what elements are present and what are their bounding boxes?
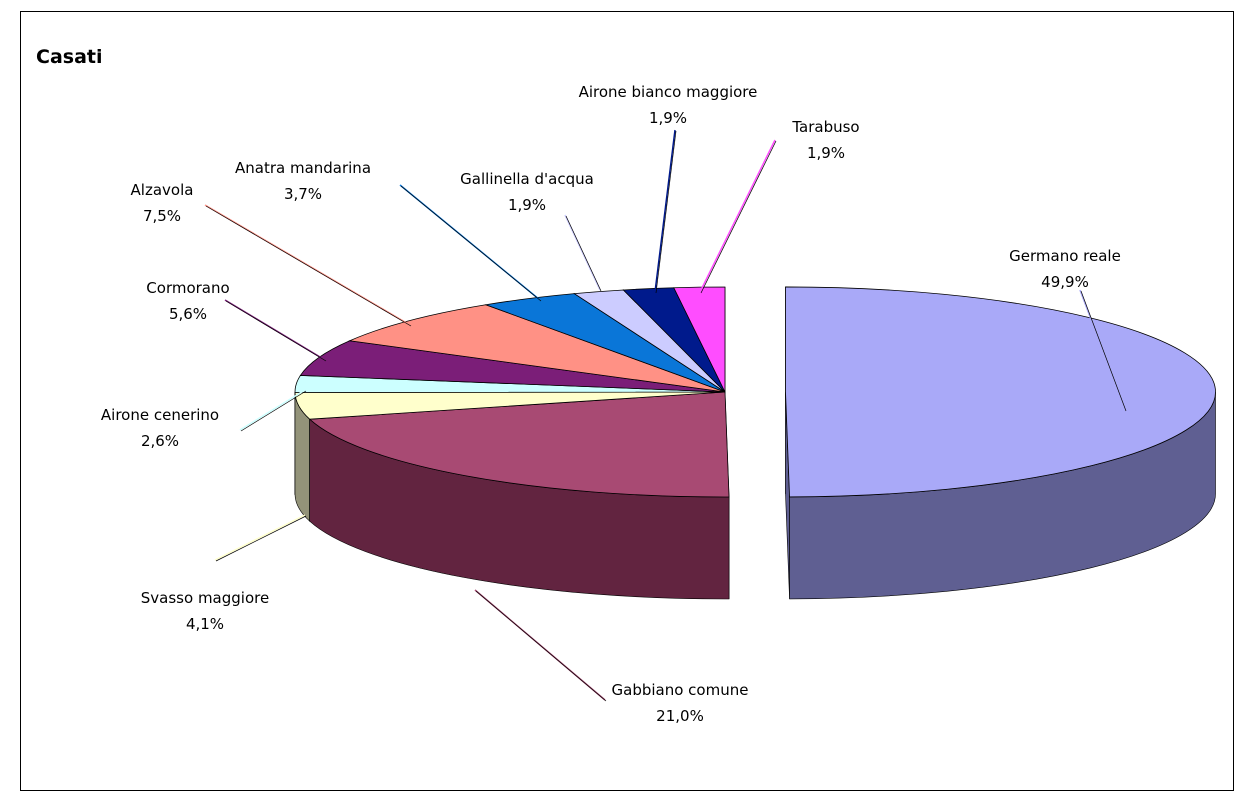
slice-label-8: Airone bianco maggiore: [579, 83, 758, 101]
slice-label-4: Cormorano: [146, 279, 229, 297]
slice-label-0: Germano reale: [1009, 247, 1121, 265]
pie-slice-1: [308, 391, 730, 498]
leader-line-shadow-0: [1080, 290, 1127, 412]
pie-slice-0: [785, 286, 1217, 498]
leader-line-3: [239, 389, 306, 431]
slice-label-2: Svasso maggiore: [141, 589, 269, 607]
slice-label-6: Anatra mandarina: [235, 159, 371, 177]
slice-label-7: Gallinella d'acqua: [460, 170, 594, 188]
slice-value-8: 1,9%: [649, 109, 687, 127]
leader-line-shadow-3: [240, 390, 307, 432]
slice-value-1: 21,0%: [656, 707, 704, 725]
leader-line-shadow-2: [215, 515, 307, 562]
pie-slice-4: [299, 340, 726, 393]
slice-value-7: 1,9%: [508, 196, 546, 214]
chart-title: Casati: [36, 46, 103, 68]
leader-line-shadow-5: [205, 205, 412, 327]
slice-label-1: Gabbiano comune: [612, 681, 749, 699]
slice-value-2: 4,1%: [186, 615, 224, 633]
slice-value-9: 1,9%: [807, 144, 845, 162]
leader-line-9: [699, 139, 776, 293]
leader-line-0: [1079, 289, 1126, 411]
slice-value-3: 2,6%: [141, 432, 179, 450]
slice-label-3: Airone cenerino: [101, 406, 219, 424]
leader-line-shadow-7: [565, 215, 602, 292]
slice-value-0: 49,9%: [1041, 273, 1089, 291]
leader-line-7: [564, 214, 601, 291]
leader-line-2: [214, 514, 306, 561]
slice-label-5: Alzavola: [131, 181, 194, 199]
pie-top-layer: Germano reale 49,9% Gabbiano comune 21,0% Sv…: [101, 83, 1217, 725]
slice-value-6: 3,7%: [284, 185, 322, 203]
leader-line-8: [654, 129, 676, 293]
leader-line-shadow-1: [475, 590, 607, 702]
leader-line-5: [204, 204, 411, 326]
pie-slice-9: [673, 286, 726, 393]
leader-line-shadow-9: [700, 140, 777, 294]
pie-slice-5: [348, 304, 726, 393]
slice-value-4: 5,6%: [169, 305, 207, 323]
slice-value-5: 7,5%: [143, 207, 181, 225]
slice-label-9: Tarabuso: [791, 118, 859, 136]
leader-line-shadow-8: [655, 130, 677, 294]
leader-line-shadow-6: [400, 185, 542, 302]
leader-line-shadow-4: [225, 300, 327, 362]
